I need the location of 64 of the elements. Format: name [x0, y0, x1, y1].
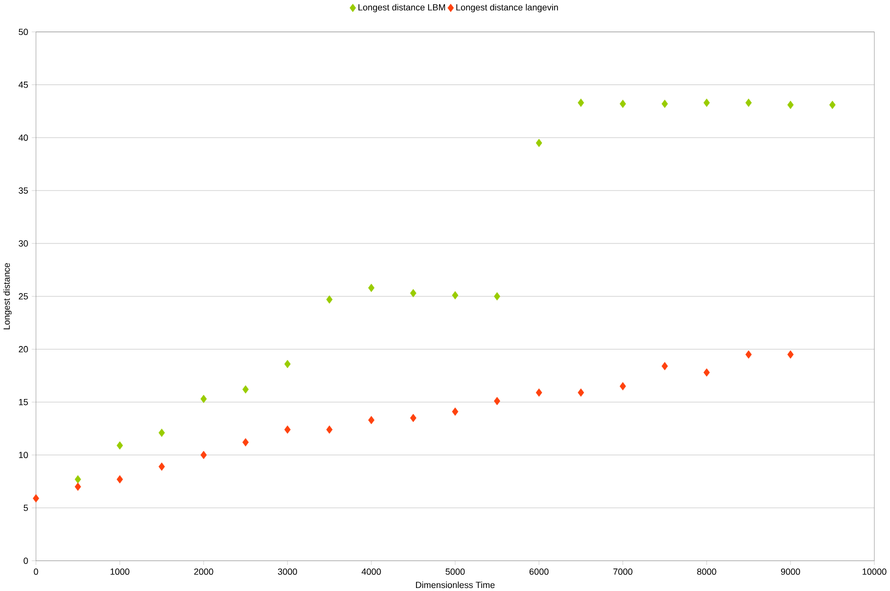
point [158, 428, 165, 437]
point [704, 368, 710, 376]
point [116, 441, 123, 450]
point [74, 482, 82, 491]
x-tick-label: 1000 [110, 568, 130, 575]
y-tick-label: 15 [19, 398, 28, 406]
point [578, 388, 584, 397]
legend-label: Longest distance LBM [358, 4, 446, 12]
point [536, 138, 542, 147]
point [787, 100, 794, 109]
point [284, 425, 291, 434]
point [410, 414, 416, 422]
point [662, 99, 668, 108]
point [494, 292, 500, 300]
point [829, 100, 836, 109]
x-tick-label: 7000 [613, 568, 632, 575]
point [410, 288, 416, 298]
point [368, 416, 374, 424]
x-tick-label: 5000 [446, 568, 465, 575]
point [242, 438, 249, 446]
y-tick-label: 45 [18, 81, 28, 88]
x-tick-label: 4000 [362, 568, 381, 575]
y-tick-label: 35 [18, 187, 28, 194]
y-tick-label: 10 [19, 452, 28, 458]
point [452, 290, 458, 300]
point [326, 295, 333, 304]
x-tick-label: 6000 [530, 568, 549, 575]
y-tick-label: 25 [18, 292, 28, 300]
point [116, 474, 123, 484]
point [200, 394, 207, 403]
y-tick-label: 5 [24, 504, 28, 511]
x-tick-label: 10000 [862, 568, 886, 575]
y-axis-title: Longest distance [3, 262, 12, 330]
point [74, 474, 82, 484]
point [620, 382, 626, 390]
point [745, 350, 752, 358]
point [368, 284, 374, 292]
point [704, 98, 710, 107]
point [578, 98, 584, 107]
point [284, 360, 291, 368]
point [452, 407, 458, 416]
point [200, 450, 207, 459]
y-tick-label: 0 [24, 557, 28, 564]
y-tick-label: 20 [18, 346, 28, 352]
point [158, 462, 165, 471]
point [494, 396, 500, 406]
point [326, 425, 333, 434]
x-axis-title: Dimensionless Time [416, 581, 495, 588]
y-tick-label: 30 [18, 240, 28, 246]
x-tick-label: 2000 [194, 568, 214, 575]
x-tick-label: 9000 [781, 568, 800, 575]
y-tick-label: 50 [18, 28, 28, 35]
point [242, 385, 249, 394]
point [620, 99, 626, 108]
point [787, 350, 794, 358]
point [662, 362, 668, 370]
point [745, 98, 752, 107]
point [536, 388, 542, 397]
x-tick-label: 3000 [278, 568, 298, 575]
legend-label: Longest distance langevin [456, 4, 558, 12]
x-tick-label: 0 [34, 568, 38, 575]
y-tick-label: 40 [18, 134, 28, 141]
point [32, 494, 40, 502]
x-tick-label: 8000 [697, 568, 716, 575]
